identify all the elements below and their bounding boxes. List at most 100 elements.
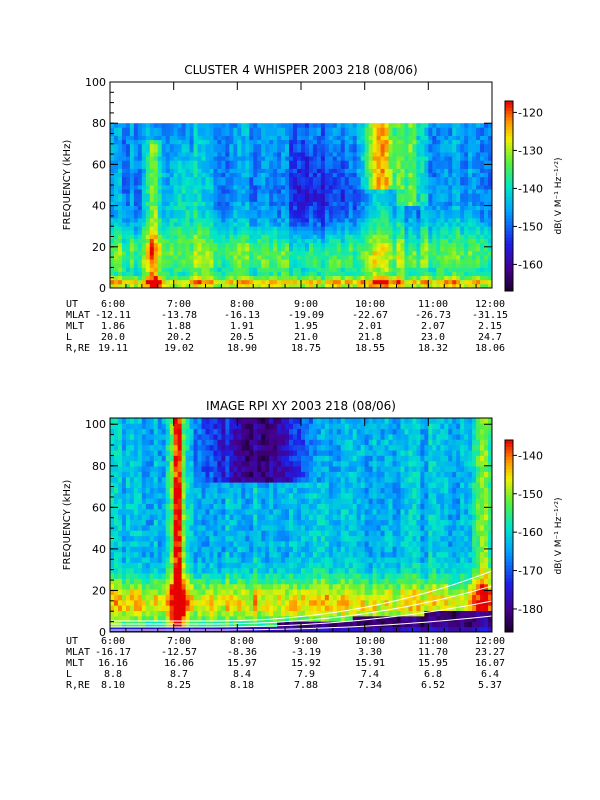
spectrogram-cell: [149, 498, 155, 504]
spectrogram-cell: [472, 230, 477, 235]
spectrogram-cell: [225, 259, 230, 264]
spectrogram-cell: [137, 238, 143, 244]
spectrogram-cell: [221, 193, 226, 198]
spectrogram-cell: [376, 152, 381, 157]
spectrogram-cell: [233, 201, 238, 206]
spectrogram-cell: [476, 185, 481, 190]
spectrogram-cell: [392, 263, 397, 268]
spectrogram-cell: [153, 594, 159, 601]
spectrogram-cell: [440, 205, 445, 211]
spectrogram-cell: [137, 508, 143, 515]
spectrogram-cell: [297, 271, 302, 277]
spectrogram-cell: [420, 139, 425, 145]
spectrogram-cell: [380, 271, 385, 277]
spectrogram-cell: [432, 238, 437, 244]
spectrogram-cell: [117, 143, 123, 149]
spectrogram-cell: [340, 238, 346, 244]
spectrogram-cell: [201, 546, 206, 553]
spectrogram-cell: [161, 123, 167, 128]
spectrogram-cell: [185, 255, 190, 260]
spectrogram-cell: [225, 226, 230, 231]
spectrogram-cell: [420, 242, 425, 248]
spectrogram-cell: [193, 428, 198, 435]
spectrogram-cell: [468, 135, 473, 141]
spectrogram-cell: [452, 201, 457, 206]
spectrogram-cell: [177, 551, 183, 558]
spectrogram-cell: [185, 123, 190, 128]
spectrogram-cell: [452, 222, 457, 227]
spectrogram-cell: [110, 238, 115, 244]
spectrogram-cell: [304, 172, 310, 178]
spectrogram-cell: [110, 168, 115, 174]
spectrogram-cell: [145, 530, 151, 537]
spectrogram-cell: [432, 242, 437, 248]
spectrogram-cell: [336, 135, 342, 141]
spectrogram-cell: [205, 193, 210, 198]
spectrogram-cell: [185, 605, 190, 611]
spectrogram-cell: [113, 482, 119, 488]
spectrogram-cell: [297, 226, 302, 231]
spectrogram-cell: [289, 209, 294, 215]
spectrogram-cell: [273, 283, 278, 289]
spectrogram-cell: [113, 615, 119, 622]
spectrogram-cell: [392, 259, 397, 264]
spectrogram-cell: [185, 238, 190, 244]
spectrogram-cell: [301, 201, 306, 206]
spectrogram-cell: [225, 168, 230, 174]
spectrogram-cell: [364, 230, 370, 235]
spectrogram-cell: [464, 234, 469, 239]
spectrogram-cell: [277, 279, 282, 285]
spectrogram-cell: [316, 234, 322, 239]
spectrogram-cell: [181, 197, 187, 202]
spectrogram-cell: [380, 185, 385, 190]
spectrogram-cell: [476, 139, 481, 145]
spectrogram-cell: [185, 434, 190, 440]
spectrogram-cell: [125, 551, 131, 558]
spectrogram-cell: [308, 152, 314, 157]
spectrogram-cell: [348, 156, 354, 161]
spectrogram-cell: [125, 193, 131, 198]
spectrogram-cell: [153, 450, 159, 456]
spectrogram-cell: [110, 135, 115, 141]
spectrogram-cell: [344, 201, 350, 206]
spectrogram-cell: [153, 135, 159, 141]
spectrogram-cell: [344, 271, 350, 277]
spectrogram-cell: [297, 209, 302, 215]
spectrogram-cell: [404, 147, 409, 153]
spectrogram-cell: [460, 250, 465, 256]
spectrogram-cell: [356, 131, 362, 136]
spectrogram-cell: [316, 185, 322, 190]
spectrogram-cell: [209, 185, 214, 190]
spectrogram-cell: [420, 217, 425, 223]
spectrogram-cell: [185, 209, 190, 215]
spectrogram-cell: [352, 267, 358, 272]
spectrogram-cell: [245, 172, 250, 178]
spectrogram-cell: [229, 152, 234, 157]
spectrogram-cell: [241, 180, 246, 186]
spectrogram-cell: [169, 197, 175, 202]
spectrogram-cell: [173, 514, 179, 521]
spectrogram-cell: [161, 147, 167, 153]
spectrogram-cell: [328, 123, 334, 128]
spectrogram-cell: [193, 466, 198, 472]
spectrogram-cell: [233, 127, 238, 132]
spectrogram-cell: [428, 168, 433, 174]
spectrogram-cell: [113, 583, 119, 590]
spectrogram-cell: [352, 127, 358, 132]
spectrogram-cell: [480, 123, 485, 128]
spectrogram-cell: [464, 176, 469, 182]
spectrogram-cell: [185, 250, 190, 256]
spectrogram-cell: [197, 197, 202, 202]
spectrogram-cell: [149, 205, 155, 211]
spectrogram-cell: [161, 209, 167, 215]
spectrogram-cell: [245, 267, 250, 272]
spectrogram-cell: [145, 242, 151, 248]
spectrogram-cell: [149, 450, 155, 456]
spectrogram-cell: [169, 450, 175, 456]
spectrogram-cell: [404, 176, 409, 182]
spectrogram-cell: [173, 135, 179, 141]
spectrogram-cell: [165, 492, 171, 499]
spectrogram-cell: [129, 610, 135, 617]
spectrogram-cell: [221, 185, 226, 190]
spectrogram-cell: [480, 275, 485, 281]
